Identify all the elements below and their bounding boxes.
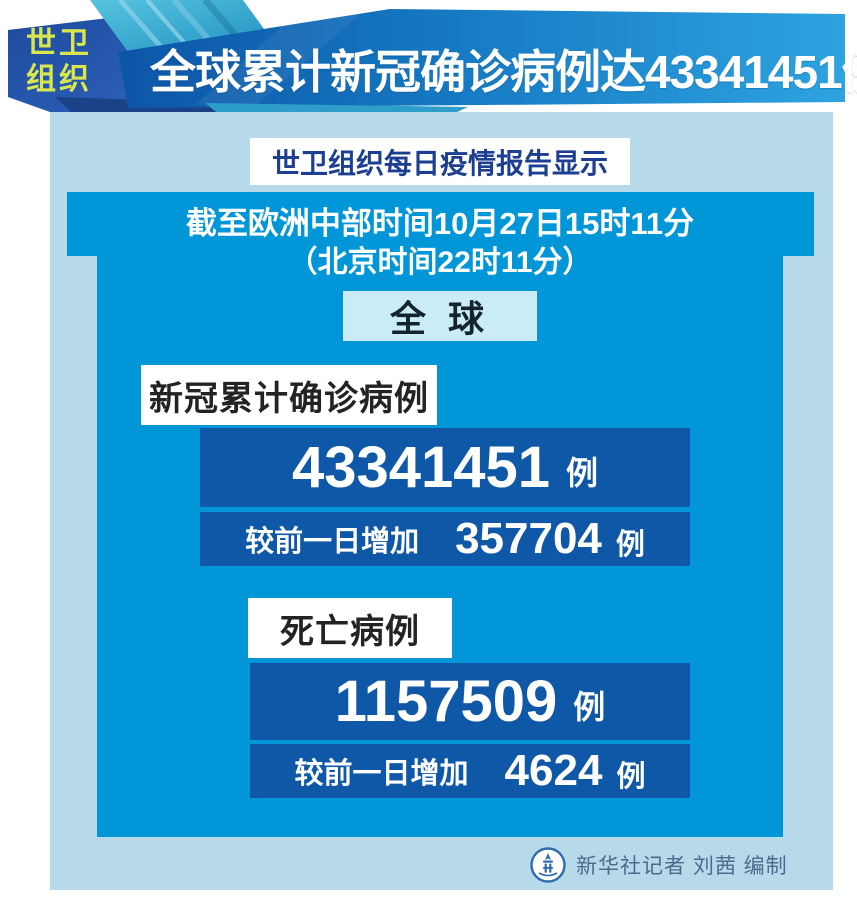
confirmed-delta-unit: 例 <box>615 529 645 561</box>
confirmed-delta-value: 357704 <box>455 514 602 563</box>
confirmed-section-label: 新冠累计确诊病例 <box>141 365 437 425</box>
footer-credit-row: 新华社记者 刘茜 编制 <box>530 845 788 885</box>
confirmed-total-value: 43341451 <box>291 434 551 500</box>
deaths-delta-label: 较前一日增加 <box>294 758 469 790</box>
deaths-total-unit: 例 <box>573 688 606 725</box>
timestamp-line1: 截至欧洲中部时间10月27日15时11分 <box>185 206 695 241</box>
confirmed-delta-box: 较前一日增加 357704 例 <box>200 512 690 566</box>
deaths-delta-unit: 例 <box>616 761 646 793</box>
scope-label: 全 球 <box>389 298 490 339</box>
who-badge <box>8 13 150 112</box>
deaths-delta-box: 较前一日增加 4624 例 <box>250 744 690 798</box>
deaths-total-value: 1157509 <box>334 668 558 734</box>
deaths-delta-value: 4624 <box>504 746 603 795</box>
deaths-section-label: 死亡病例 <box>248 598 452 658</box>
footer-credit: 新华社记者 刘茜 编制 <box>576 855 788 878</box>
title-banner-shape <box>118 9 845 108</box>
deaths-label-text: 死亡病例 <box>280 612 420 651</box>
xinhua-logo-icon <box>530 847 566 883</box>
scope-box: 全 球 <box>343 291 537 341</box>
who-badge-line2: 组织 <box>26 63 92 96</box>
confirmed-delta-label: 较前一日增加 <box>245 526 420 558</box>
page-title: 全球累计新冠确诊病例达43341451例 <box>150 46 857 98</box>
confirmed-total-unit: 例 <box>566 454 599 491</box>
confirmed-total-box: 43341451 例 <box>200 428 690 507</box>
report-source-banner: 世卫组织每日疫情报告显示 <box>250 138 630 185</box>
banner-gloss <box>195 10 365 106</box>
timestamp-line2: （北京时间22时11分） <box>287 246 593 279</box>
deaths-total-box: 1157509 例 <box>250 663 690 740</box>
timestamp-banner: 截至欧洲中部时间10月27日15时11分 （北京时间22时11分） <box>97 204 783 282</box>
confirmed-label-text: 新冠累计确诊病例 <box>149 379 429 418</box>
who-badge-line1: 世卫 <box>26 27 92 60</box>
who-badge-label: 世卫 组织 <box>26 26 92 98</box>
